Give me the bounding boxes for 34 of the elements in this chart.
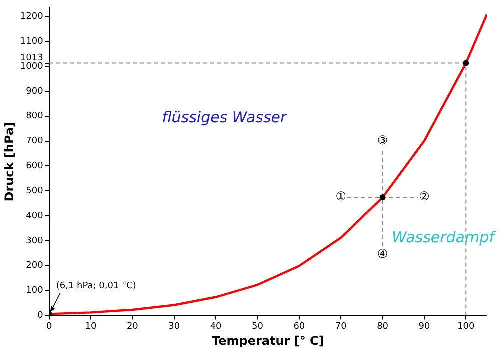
x-tick-label: 50 [252,322,264,332]
x-axis-title: Temperatur [° C] [212,334,324,348]
x-tick-label: 100 [458,322,476,332]
y-tick-label: 800 [26,112,44,122]
y-tick-label: 700 [26,136,44,147]
x-tick-label: 40 [210,322,222,332]
annotation: ④ [377,246,388,261]
x-tick-label: 20 [126,322,139,332]
annotation: ① [336,190,346,204]
y-tick-label: 1013 [20,54,44,64]
y-tick-label: 300 [26,236,44,246]
annotation: Wasserdampf [392,228,498,247]
annotation: ③ [377,133,388,148]
x-tick-label: 60 [294,322,306,332]
x-tick-label: 0 [46,322,52,332]
x-tick-label: 90 [418,322,430,332]
x-tick-label: 30 [168,322,180,332]
annotation: (6,1 hPa; 0,01 °C) [56,282,136,292]
x-tick-label: 70 [335,322,348,332]
y-tick-label: 1100 [20,36,44,47]
y-tick-label: 0 [38,311,44,322]
y-tick-label: 400 [26,211,44,222]
y-tick-label: 600 [26,162,44,172]
x-tick-label: 10 [85,322,97,332]
y-tick-label: 500 [26,186,44,196]
y-tick-label: 200 [26,261,44,272]
y-axis-title: Druck [hPa] [2,122,16,202]
annotation: flüssiges Wasser [162,108,288,127]
y-tick-label: 1000 [20,62,44,72]
y-tick-label: 1200 [20,12,44,22]
y-tick-label: 100 [26,286,44,296]
x-tick-label: 80 [377,322,389,332]
annotation: ② [419,190,430,204]
y-tick-label: 900 [26,86,44,97]
